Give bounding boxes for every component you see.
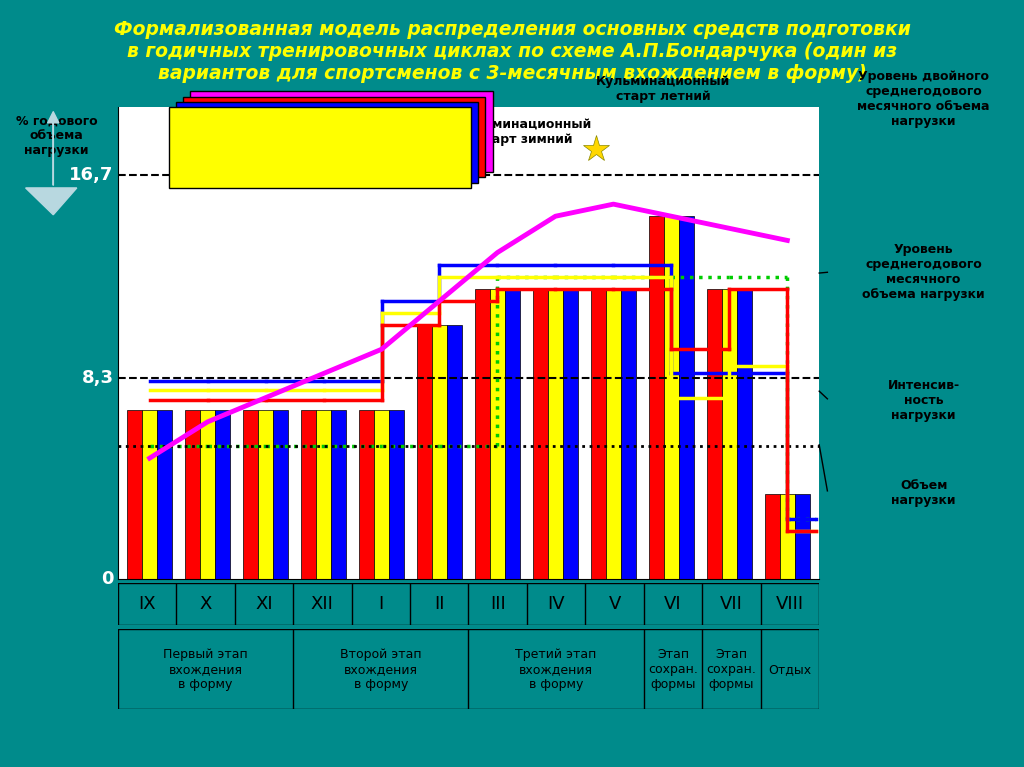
Text: РЕЗУЛЬТАТ: РЕЗУЛЬТАТ — [346, 123, 447, 139]
Bar — [185, 410, 200, 579]
Bar — [606, 289, 621, 579]
Text: XII: XII — [311, 595, 334, 613]
Text: I: I — [378, 595, 383, 613]
Bar — [679, 216, 694, 579]
Bar — [417, 325, 432, 579]
Text: Отдых: Отдых — [768, 663, 812, 676]
Bar — [301, 410, 316, 579]
Bar — [359, 410, 374, 579]
Text: III: III — [489, 595, 506, 613]
Bar — [563, 289, 578, 579]
Text: Кульминационный
старт летний: Кульминационный старт летний — [596, 74, 730, 103]
Text: 0: 0 — [101, 570, 114, 588]
Bar — [258, 410, 273, 579]
Text: Объем
нагрузки: Объем нагрузки — [892, 479, 955, 507]
Bar — [649, 216, 664, 579]
Bar — [331, 410, 346, 579]
Bar — [200, 410, 215, 579]
Bar — [722, 289, 737, 579]
Text: Третий этап
вхождения
в форму: Третий этап вхождения в форму — [515, 647, 597, 691]
Text: Кульминационный
старт зимний: Кульминационный старт зимний — [458, 118, 592, 146]
Text: IX: IX — [138, 595, 156, 613]
Text: СФП
скоростная: СФП скоростная — [238, 122, 402, 173]
Text: VII: VII — [720, 595, 743, 613]
Bar — [273, 410, 288, 579]
Bar — [432, 325, 447, 579]
Bar — [621, 289, 636, 579]
Bar — [316, 410, 331, 579]
Text: 8,3: 8,3 — [82, 369, 114, 387]
Bar — [765, 495, 780, 579]
Bar — [447, 325, 462, 579]
Bar — [142, 410, 157, 579]
Bar — [548, 289, 563, 579]
Text: 16,7: 16,7 — [70, 166, 114, 184]
Text: VI: VI — [665, 595, 682, 613]
Text: IV: IV — [548, 595, 565, 613]
Bar — [157, 410, 172, 579]
Text: Формализованная модель распределения основных средств подготовки
в годичных трен: Формализованная модель распределения осн… — [114, 20, 910, 84]
Text: V: V — [608, 595, 621, 613]
Bar — [243, 410, 258, 579]
Bar — [591, 289, 606, 579]
Text: X: X — [200, 595, 212, 613]
Bar — [795, 495, 810, 579]
Bar — [374, 410, 389, 579]
Text: VIII: VIII — [776, 595, 804, 613]
Bar — [532, 289, 548, 579]
Bar — [475, 289, 489, 579]
Bar — [707, 289, 722, 579]
Bar — [215, 410, 230, 579]
Bar — [389, 410, 404, 579]
Bar — [127, 410, 142, 579]
Text: Второй этап
вхождения
в форму: Второй этап вхождения в форму — [340, 647, 422, 691]
Text: Этап
сохран.
формы: Этап сохран. формы — [707, 647, 757, 691]
Bar — [505, 289, 520, 579]
Text: II: II — [434, 595, 444, 613]
Bar — [737, 289, 752, 579]
Text: Уровень двойного
среднегодового
месячного объема
нагрузки: Уровень двойного среднегодового месячног… — [857, 71, 990, 128]
Text: Уровень
среднегодового
месячного
объема нагрузки: Уровень среднегодового месячного объема … — [862, 243, 985, 301]
Text: Интенсив-
ность
нагрузки: Интенсив- ность нагрузки — [888, 379, 959, 423]
Text: % годового
объема
нагрузки: % годового объема нагрузки — [15, 114, 97, 157]
Bar — [489, 289, 505, 579]
Bar — [780, 495, 795, 579]
Text: Первый этап
вхождения
в форму: Первый этап вхождения в форму — [163, 647, 248, 691]
Text: Этап
сохран.
формы: Этап сохран. формы — [648, 647, 698, 691]
Bar — [664, 216, 679, 579]
Text: XI: XI — [255, 595, 272, 613]
